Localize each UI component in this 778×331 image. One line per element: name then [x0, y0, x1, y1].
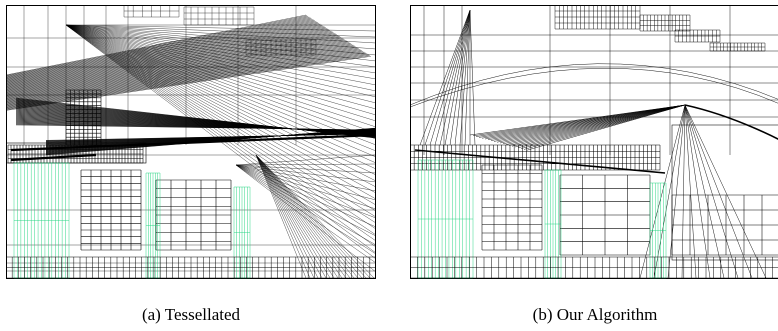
subfigure-a-mesh	[6, 5, 376, 290]
caption-a: (a) Tessellated	[141, 305, 241, 324]
mesh-base	[410, 256, 778, 279]
mesh-structure	[6, 89, 232, 251]
mesh-heavy	[10, 133, 376, 162]
mesh-structure	[410, 124, 778, 261]
mesh-border	[410, 5, 778, 279]
mesh-border	[6, 5, 376, 279]
mesh-heavy	[414, 104, 778, 174]
mesh-green	[417, 159, 667, 279]
mesh-base	[6, 256, 376, 279]
subfigure-b-mesh	[410, 5, 778, 290]
algorithm-mesh-image	[410, 5, 778, 279]
tessellated-mesh-image	[6, 5, 376, 279]
mesh-lines	[410, 5, 778, 279]
mesh-lines	[6, 5, 376, 279]
caption-b: (b) Our Algorithm	[532, 305, 658, 324]
